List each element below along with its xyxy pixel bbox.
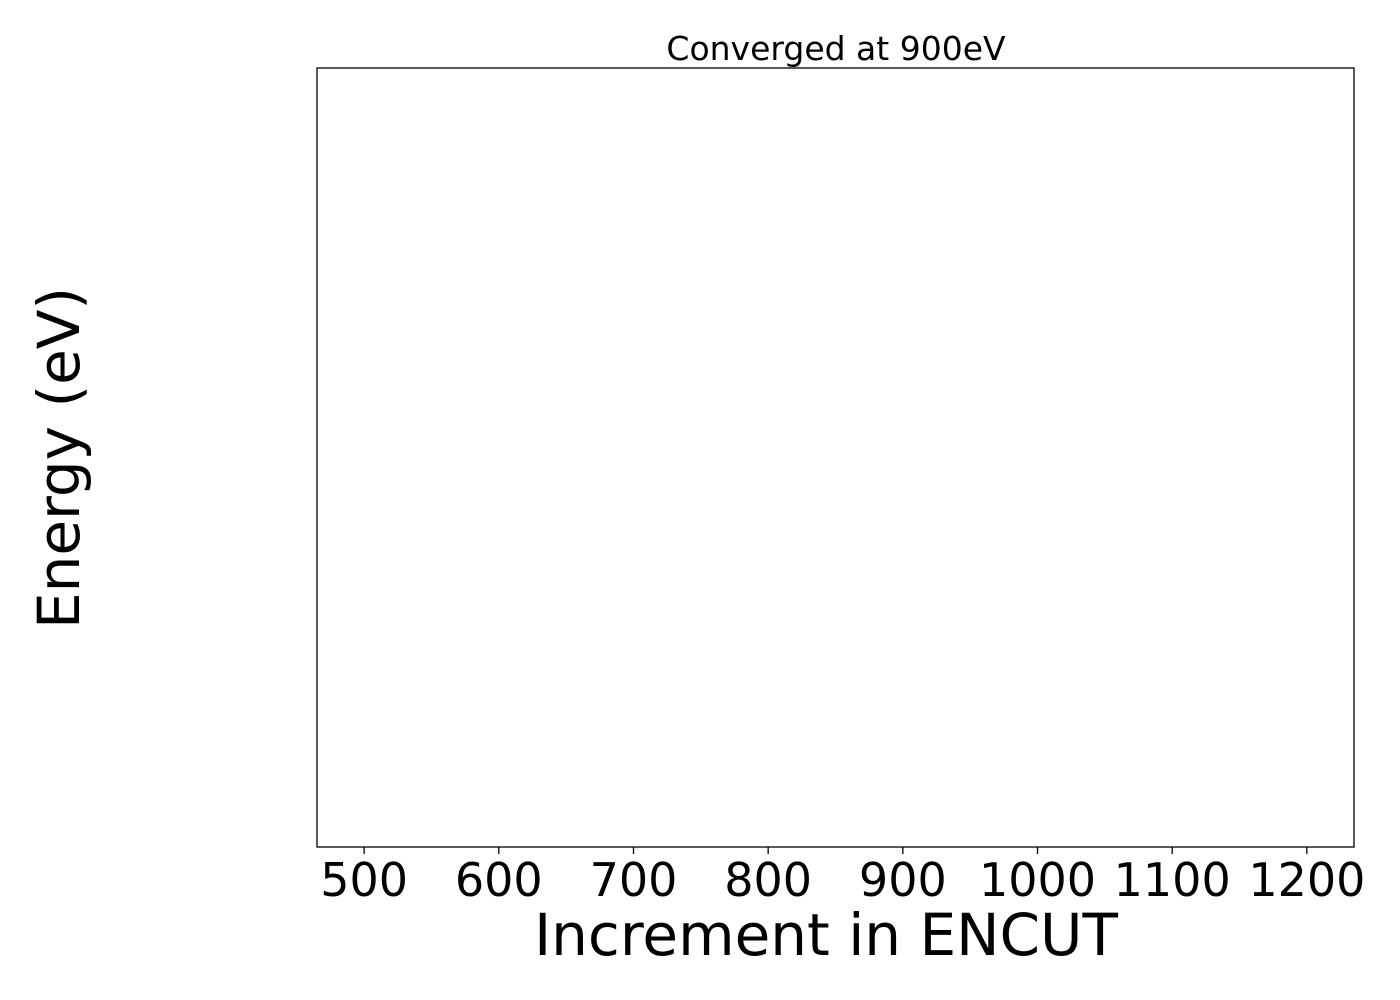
x-axis-title: Increment in ENCUT (534, 901, 1118, 969)
x-tick-label: 600 (455, 853, 543, 907)
x-tick-label: 500 (320, 853, 408, 907)
x-tick-label: 900 (859, 853, 947, 907)
x-tick-label: 700 (590, 853, 678, 907)
x-tick-label: 1000 (979, 853, 1096, 907)
x-axis: 500 600 700 800 900 1000 1100 1200 (320, 847, 1365, 907)
plot-frame (316, 67, 1355, 848)
x-tick-label: 1200 (1248, 853, 1365, 907)
y-axis-title: Energy (eV) (25, 287, 93, 629)
chart-title: Converged at 900eV (666, 29, 1006, 68)
x-tick-label: 800 (724, 853, 812, 907)
x-tick-label: 1100 (1114, 853, 1231, 907)
